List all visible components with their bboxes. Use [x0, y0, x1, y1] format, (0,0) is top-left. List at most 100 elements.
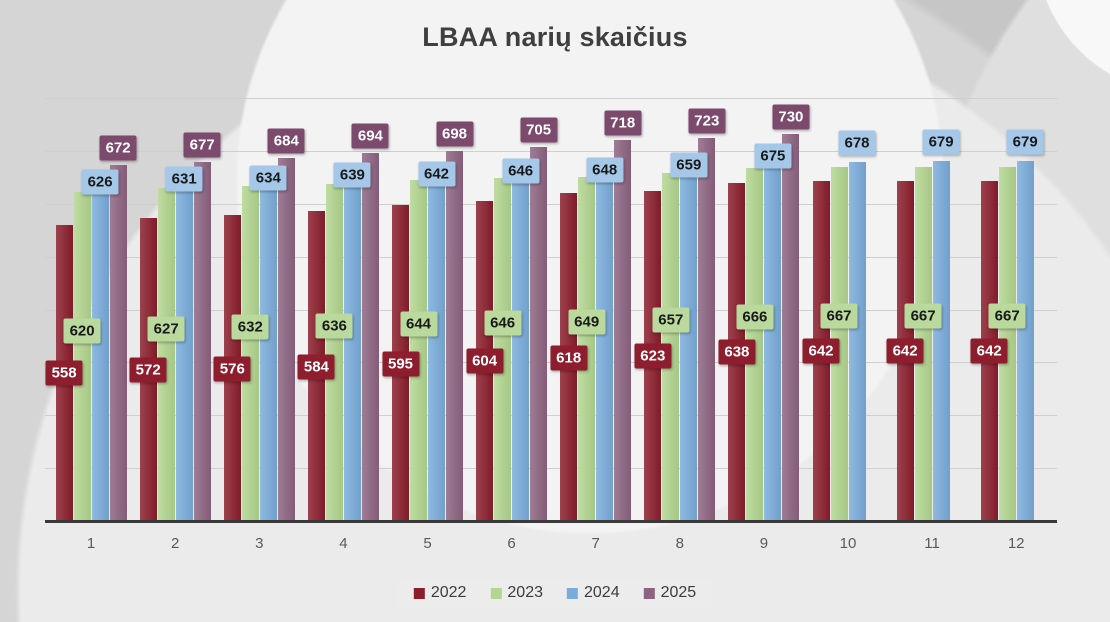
x-tick-label-8: 8: [675, 535, 684, 552]
value-label-2025-month-7: 718: [604, 110, 642, 136]
value-label-2024-month-9: 675: [754, 143, 792, 169]
value-label-2023-month-4: 636: [315, 313, 353, 339]
gridline: [45, 415, 1057, 417]
value-label-2024-month-10: 678: [838, 130, 876, 155]
bar-2025-month-1: [109, 164, 127, 520]
value-label-2022-month-10: 642: [802, 338, 840, 364]
value-label-2023-month-2: 627: [147, 316, 185, 342]
x-tick-label-7: 7: [591, 535, 600, 552]
bar-2025-month-5: [446, 150, 463, 520]
value-label-2022-month-2: 572: [129, 357, 167, 383]
value-label-2025-month-4: 694: [351, 123, 389, 149]
legend-item-2023: 2023: [490, 584, 543, 602]
bar-2024-month-7: [596, 177, 614, 520]
legend-label-2024: 2024: [584, 584, 620, 601]
x-tick-label-10: 10: [839, 535, 857, 552]
value-label-2024-month-4: 639: [333, 162, 371, 188]
x-tick-label-6: 6: [507, 535, 516, 552]
gridline: [45, 468, 1057, 470]
bar-2023-month-4: [325, 183, 343, 520]
legend-label-2025: 2025: [660, 584, 697, 601]
value-label-2024-month-11: 679: [922, 129, 960, 155]
bar-2025-month-9: [782, 134, 800, 520]
value-label-2025-month-1: 672: [99, 135, 137, 161]
legend-item-2025: 2025: [643, 584, 697, 602]
value-label-2025-month-3: 684: [267, 128, 305, 154]
value-label-2023-month-11: 667: [904, 303, 942, 329]
value-label-2023-month-3: 632: [231, 314, 269, 340]
value-label-2022-month-7: 618: [550, 345, 588, 371]
x-tick-label-9: 9: [759, 535, 769, 552]
legend: 2022 2023 2024 2025: [397, 578, 713, 608]
x-tick-label-5: 5: [423, 535, 432, 552]
x-tick-label-12: 12: [1007, 535, 1025, 552]
value-label-2024-month-3: 634: [249, 165, 287, 191]
bar-2024-month-4: [343, 182, 361, 520]
bar-2025-month-6: [530, 147, 548, 520]
legend-swatch-2024: [567, 587, 578, 599]
value-label-2025-month-9: 730: [772, 104, 810, 130]
bar-2024-month-6: [512, 178, 530, 520]
value-label-2023-month-9: 666: [736, 304, 774, 330]
value-label-2023-month-6: 646: [484, 310, 522, 336]
bar-2024-month-5: [428, 180, 445, 520]
value-label-2024-month-1: 626: [81, 169, 119, 195]
value-label-2023-month-5: 644: [399, 311, 438, 336]
value-label-2024-month-2: 631: [165, 166, 203, 192]
x-tick-label-11: 11: [924, 535, 940, 552]
legend-swatch-2025: [643, 587, 655, 599]
bar-2024-month-12: [1016, 160, 1034, 520]
value-label-2024-month-8: 659: [670, 152, 708, 178]
bar-2024-month-11: [932, 160, 950, 520]
value-label-2022-month-9: 638: [718, 339, 756, 365]
legend-label-2022: 2022: [430, 584, 467, 601]
value-label-2022-month-3: 576: [213, 356, 251, 382]
value-label-2023-month-8: 657: [652, 307, 690, 332]
bar-2025-month-7: [614, 140, 632, 520]
bar-2024-month-9: [764, 163, 782, 520]
x-tick-label-3: 3: [255, 535, 264, 552]
bar-2023-month-1: [73, 192, 91, 520]
value-label-2023-month-10: 667: [820, 303, 858, 329]
value-label-2024-month-5: 642: [417, 161, 456, 187]
bar-2024-month-1: [91, 189, 109, 520]
bar-2025-month-2: [193, 162, 211, 520]
x-tick-label-4: 4: [339, 535, 348, 552]
gridline: [45, 256, 1057, 258]
value-label-2025-month-8: 723: [688, 108, 726, 134]
legend-swatch-2022: [413, 587, 425, 599]
bar-2024-month-8: [680, 171, 698, 520]
value-label-2022-month-12: 642: [970, 338, 1008, 364]
bar-2023-month-3: [241, 185, 259, 520]
bar-2024-month-3: [259, 184, 277, 520]
value-label-2022-month-4: 584: [297, 354, 335, 380]
value-label-2025-month-2: 677: [183, 132, 221, 158]
legend-item-2022: 2022: [413, 584, 467, 602]
x-tick-label-1: 1: [86, 535, 96, 552]
bar-2025-month-4: [361, 153, 379, 520]
legend-item-2024: 2024: [567, 584, 620, 602]
gridline: [45, 309, 1057, 311]
value-label-2025-month-5: 698: [435, 121, 474, 147]
legend-swatch-2023: [490, 587, 502, 599]
gridline: [45, 203, 1057, 205]
chart-title: LBAA narių skaičius: [422, 22, 688, 52]
x-tick-label-2: 2: [171, 535, 180, 552]
bar-2024-month-2: [175, 186, 193, 520]
value-label-2023-month-1: 620: [63, 318, 101, 344]
value-label-2024-month-6: 646: [502, 158, 540, 184]
plot-area: 558 620 626 672 1 572 627 631 677 2 576 632 634 684 3 5…: [45, 98, 1057, 552]
value-label-2022-month-6: 604: [466, 348, 504, 374]
x-axis-line: [45, 520, 1057, 523]
value-label-2024-month-7: 648: [586, 157, 624, 183]
bar-2025-month-8: [698, 137, 716, 520]
bar-2025-month-3: [277, 158, 295, 520]
bar-2023-month-2: [157, 188, 175, 520]
value-label-2024-month-12: 679: [1006, 129, 1044, 155]
value-label-2022-month-8: 623: [634, 343, 672, 369]
gridline: [45, 98, 1057, 99]
legend-label-2023: 2023: [507, 584, 543, 601]
gridline: [45, 150, 1057, 152]
bar-2023-month-5: [410, 179, 427, 520]
